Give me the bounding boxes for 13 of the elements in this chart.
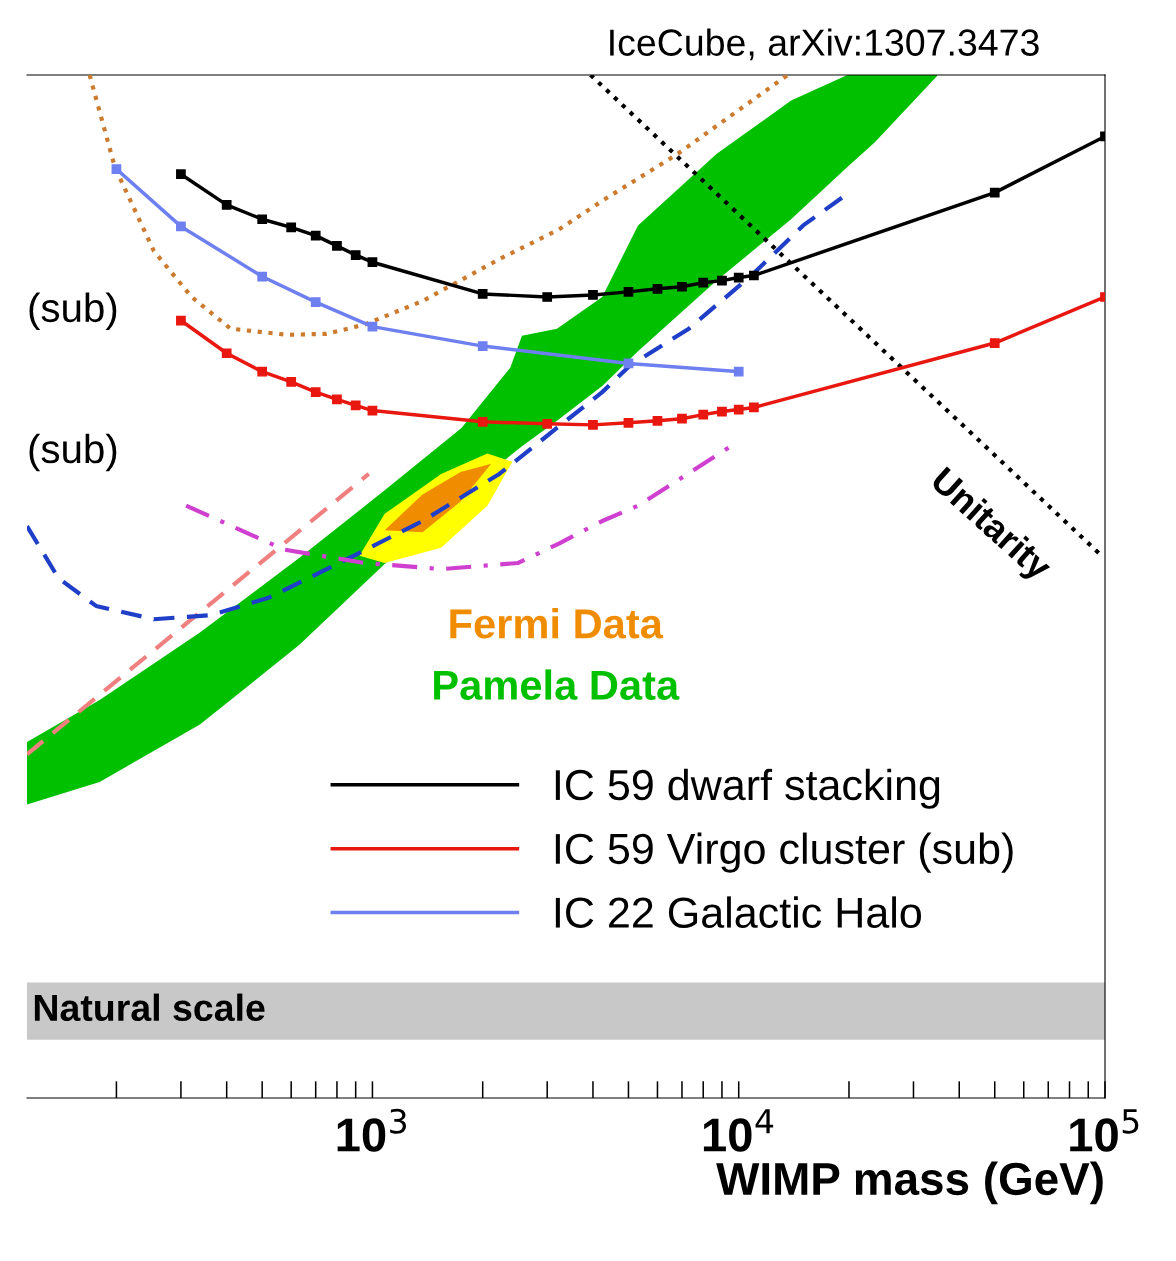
band-label: Natural scale <box>34 993 265 1022</box>
annotation: (sub) <box>29 292 117 331</box>
legend-label: Pamela Data <box>434 669 680 700</box>
annotation: (sub) <box>29 433 117 472</box>
x-axis-title: WIMP mass (GeV) <box>716 1161 1103 1205</box>
legend-label: IC 59 Virgo cluster (sub) <box>555 832 1013 873</box>
legend-label: IC 22 Galactic Halo <box>555 896 921 928</box>
x-tick-label: 10$^{3}$ <box>337 1108 407 1152</box>
legend-label: IC 59 dwarf stacking <box>555 768 940 809</box>
x-tick-label: 10$^{4}$ <box>703 1109 774 1152</box>
x-tick-label: 10$^{5}$ <box>1070 1109 1139 1152</box>
chart-title: IceCube, arXiv:1307.3473 <box>610 28 1039 61</box>
legend-label: Fermi Data <box>450 608 664 639</box>
